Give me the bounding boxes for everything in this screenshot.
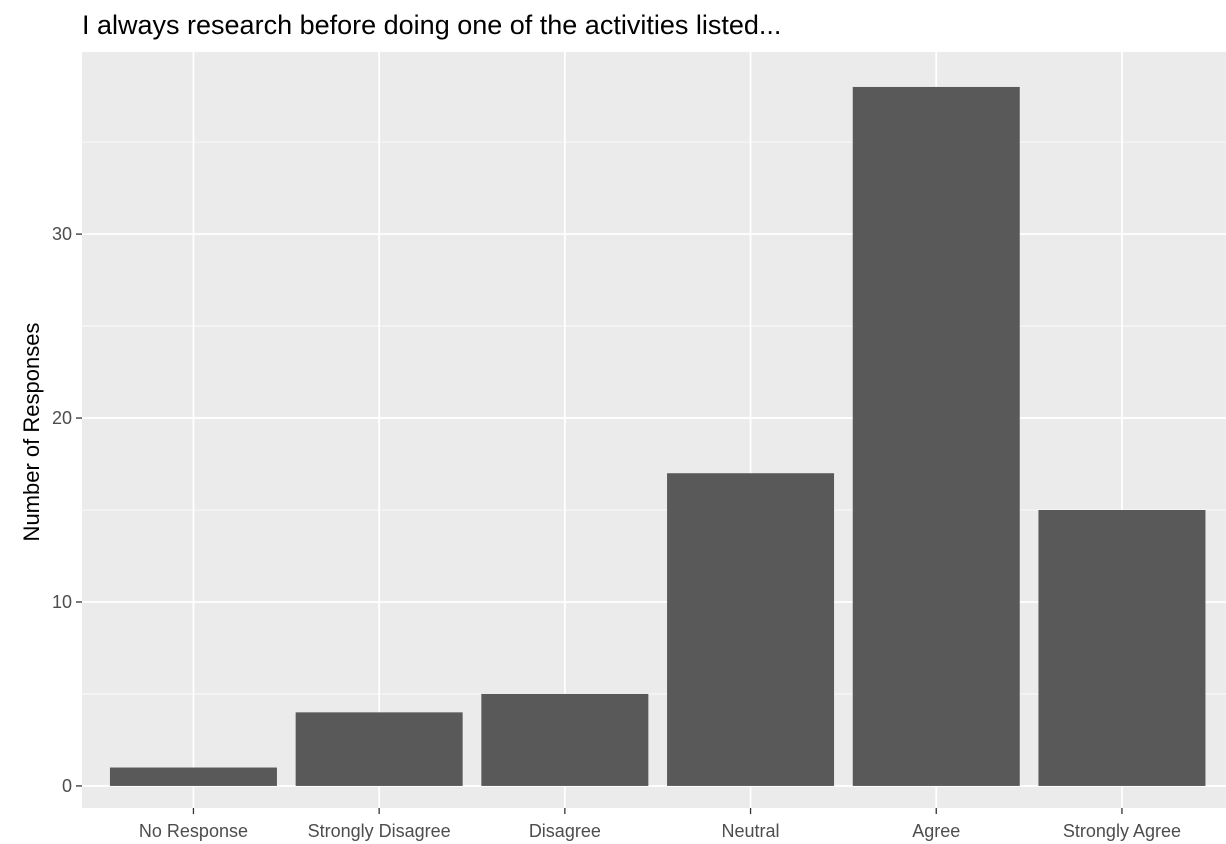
y-tick-label: 10 (52, 592, 72, 612)
y-tick-label: 0 (62, 776, 72, 796)
x-tick-label: Disagree (529, 821, 601, 841)
chart-title: I always research before doing one of th… (82, 10, 782, 40)
y-tick-label: 20 (52, 408, 72, 428)
y-tick-label: 30 (52, 224, 72, 244)
x-tick-label: Strongly Disagree (308, 821, 451, 841)
x-axis: No Response Strongly Disagree Disagree Neut… (139, 808, 1181, 841)
y-axis: 0 10 20 30 (52, 224, 82, 796)
bar (1038, 510, 1206, 786)
bar (852, 86, 1020, 786)
bar (481, 693, 649, 786)
bar (295, 712, 463, 786)
grid-minor (82, 141, 1226, 695)
bar (109, 767, 277, 786)
plot-panel (82, 52, 1226, 808)
x-tick-label: Agree (912, 821, 960, 841)
x-tick-label: Neutral (722, 821, 780, 841)
bars (109, 86, 1206, 786)
x-tick-label: Strongly Agree (1063, 821, 1181, 841)
x-tick-label: No Response (139, 821, 248, 841)
bar (667, 473, 835, 786)
